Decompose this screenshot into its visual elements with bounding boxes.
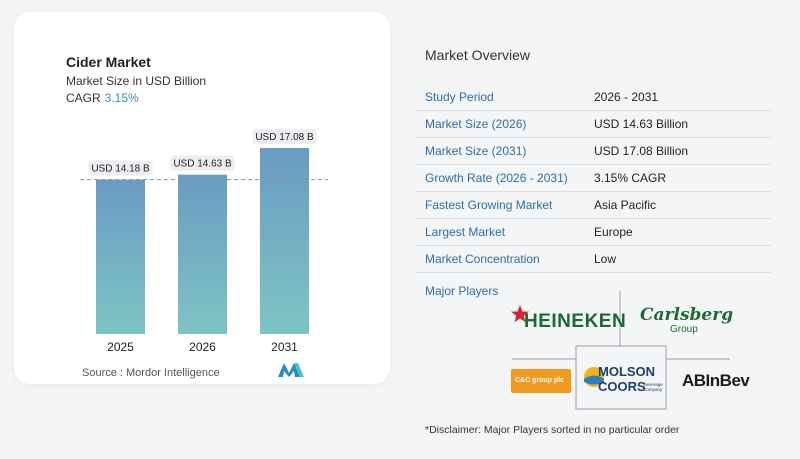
overview-row: Fastest Growing Market Asia Pacific [416, 192, 771, 219]
overview-row-label: Largest Market [425, 225, 506, 239]
bar-2031 [260, 148, 309, 334]
cagr-value: 3.15% [104, 91, 139, 105]
overview-row-value: 2026 - 2031 [594, 90, 659, 104]
x-tick-label: 2031 [271, 340, 298, 354]
overview-row: Market Concentration Low [416, 246, 771, 273]
bar-2026 [178, 174, 227, 334]
overview-row: Market Size (2031) USD 17.08 Billion [416, 138, 771, 165]
major-players-title: Major Players [425, 284, 499, 298]
overview-row: Largest Market Europe [416, 219, 771, 246]
molson-coors-sun-icon [584, 367, 604, 387]
cc-group-logo-bg [511, 369, 571, 393]
x-tick-label: 2026 [189, 340, 216, 354]
carlsberg-group-text: Group [670, 324, 698, 335]
overview-row-value: Asia Pacific [594, 198, 657, 212]
heineken-logo: HEINEKEN [524, 311, 627, 332]
molson-logo-line2: COORS [598, 379, 646, 394]
chart-cagr: CAGR 3.15% [66, 91, 139, 105]
value-label-bg [252, 129, 317, 144]
overview-title: Market Overview [425, 47, 531, 63]
value-label: USD 17.08 B [255, 132, 314, 143]
mordor-logo-icon [278, 363, 304, 377]
value-label: USD 14.18 B [91, 164, 150, 175]
bar-chart: USD 14.18 B 2025 USD 14.63 B 2026 USD 17.08 … [80, 129, 328, 354]
cc-group-logo: C&C group plc [515, 377, 564, 384]
overview-row: Growth Rate (2026 - 2031) 3.15% CAGR [416, 165, 771, 192]
x-tick-label: 2025 [107, 340, 134, 354]
source-text: Source : Mordor Intelligence [82, 367, 220, 379]
overview-row: Study Period 2026 - 2031 [416, 84, 771, 111]
overview-row-label: Market Concentration [425, 252, 540, 266]
overview-row-value: Low [594, 252, 617, 266]
overview-row: Market Size (2026) USD 14.63 Billion [416, 111, 771, 138]
overview-row-label: Study Period [425, 90, 494, 104]
value-label: USD 14.63 B [173, 159, 232, 170]
overview-row-value: 3.15% CAGR [594, 171, 667, 185]
overview-table: Study Period 2026 - 2031 Market Size (2026… [416, 84, 771, 273]
overview-row-label: Market Size (2026) [425, 117, 527, 131]
chart-title: Cider Market [66, 54, 151, 70]
overview-row-value: USD 17.08 Billion [594, 144, 689, 158]
overview-row-label: Growth Rate (2026 - 2031) [425, 171, 568, 185]
overview-row-label: Fastest Growing Market [425, 198, 553, 212]
abinbev-logo: ABInBev [682, 371, 750, 390]
cagr-label: CAGR [66, 91, 101, 105]
molson-logo-line1: MOLSON [598, 364, 656, 379]
bar-2025 [96, 179, 145, 334]
carlsberg-logo: Carlsberg [640, 305, 734, 325]
value-label-bg [88, 160, 153, 176]
overview-row-value: Europe [594, 225, 633, 239]
heineken-star-icon [511, 305, 529, 323]
overview-row-value: USD 14.63 Billion [594, 117, 689, 131]
chart-subtitle: Market Size in USD Billion [66, 74, 207, 88]
value-label-bg [170, 155, 235, 171]
disclaimer: *Disclaimer: Major Players sorted in no … [425, 424, 680, 436]
molson-sub-text: beverage company [644, 382, 663, 392]
overview-row-label: Market Size (2031) [425, 144, 527, 158]
